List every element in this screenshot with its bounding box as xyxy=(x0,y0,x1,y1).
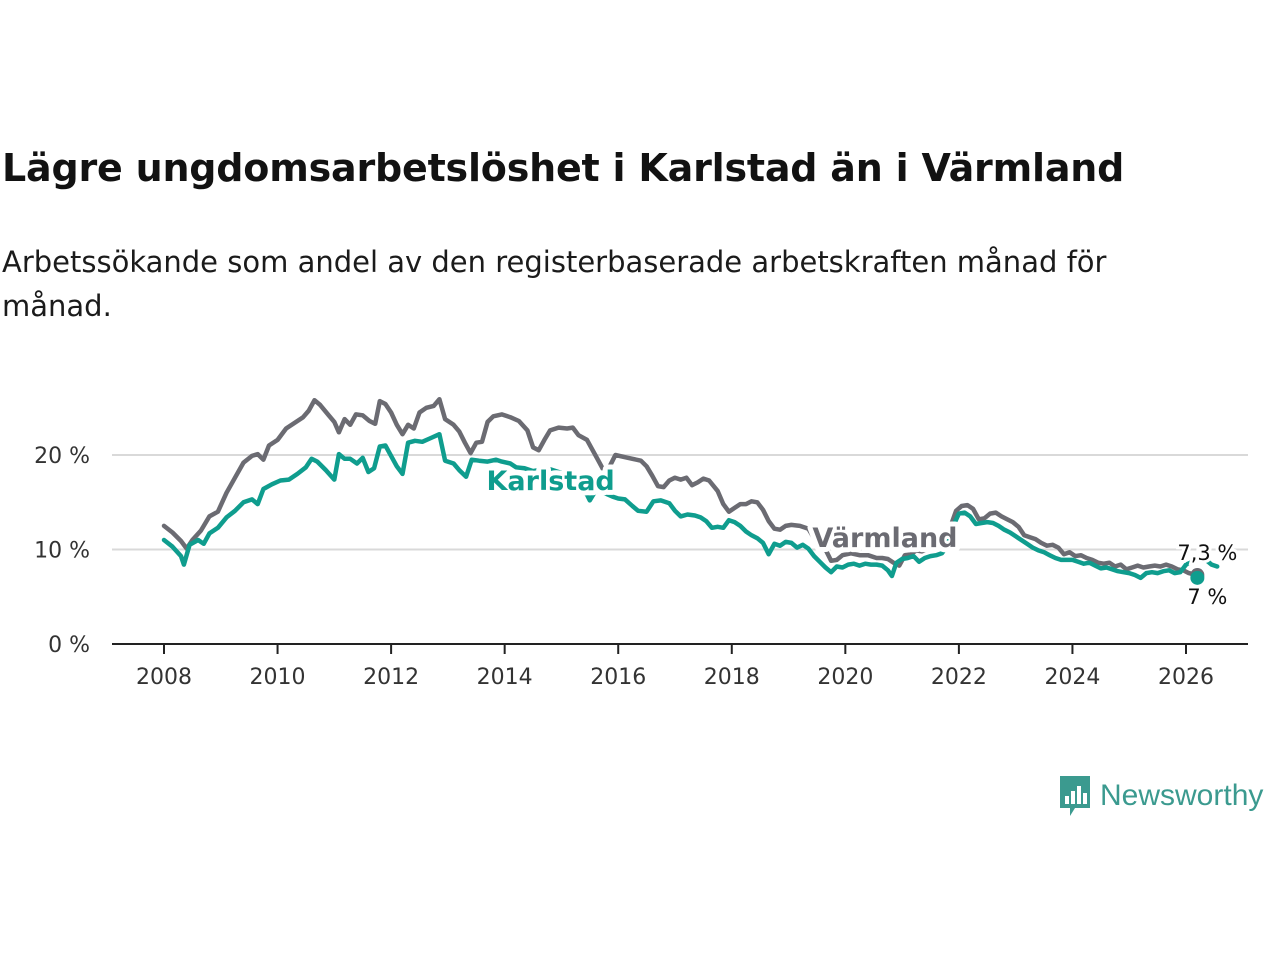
x-tick-label: 2014 xyxy=(477,665,533,690)
end-point-karlstad xyxy=(1190,570,1205,585)
series-label-värmland: Värmland xyxy=(812,523,957,554)
x-tick-label: 2018 xyxy=(704,665,760,690)
series-line-karlstad xyxy=(161,431,1220,581)
end-value-label-karlstad: 7 % xyxy=(1187,585,1227,609)
chart-title: Lägre ungdomsarbetslöshet i Karlstad än … xyxy=(2,146,1125,190)
end-value-label-värmland: 7,3 % xyxy=(1177,541,1237,565)
axis-layer: 0 % 10 % 20 % 2008 2010 2012 2014 2016 2018 2020 2… xyxy=(34,444,1248,690)
newsworthy-logo-icon xyxy=(1060,776,1090,816)
series-line-värmland xyxy=(161,396,1200,578)
x-tick-label: 2022 xyxy=(931,665,987,690)
grid-layer xyxy=(112,454,1248,551)
lines-layer xyxy=(161,396,1220,581)
x-tick-label: 2020 xyxy=(817,665,873,690)
y-tick-label: 20 % xyxy=(34,444,90,469)
chart-subtitle: Arbetssökande som andel av den registerb… xyxy=(2,245,1107,323)
x-tick-label: 2016 xyxy=(590,665,646,690)
brand-name: Newsworthy xyxy=(1100,779,1264,812)
labels-layer: Värmland Karlstad 7,3 % 7 % xyxy=(482,461,1241,612)
brand-logo: Newsworthy xyxy=(1058,774,1263,818)
x-tick-label: 2012 xyxy=(363,665,419,690)
x-tick-label: 2026 xyxy=(1158,665,1214,690)
series-label-karlstad: Karlstad xyxy=(487,466,615,497)
x-tick-label: 2024 xyxy=(1044,665,1100,690)
y-tick-label: 10 % xyxy=(34,539,90,564)
y-tick-label: 0 % xyxy=(48,633,90,658)
x-tick-label: 2010 xyxy=(250,665,306,690)
x-tick-label: 2008 xyxy=(136,665,192,690)
